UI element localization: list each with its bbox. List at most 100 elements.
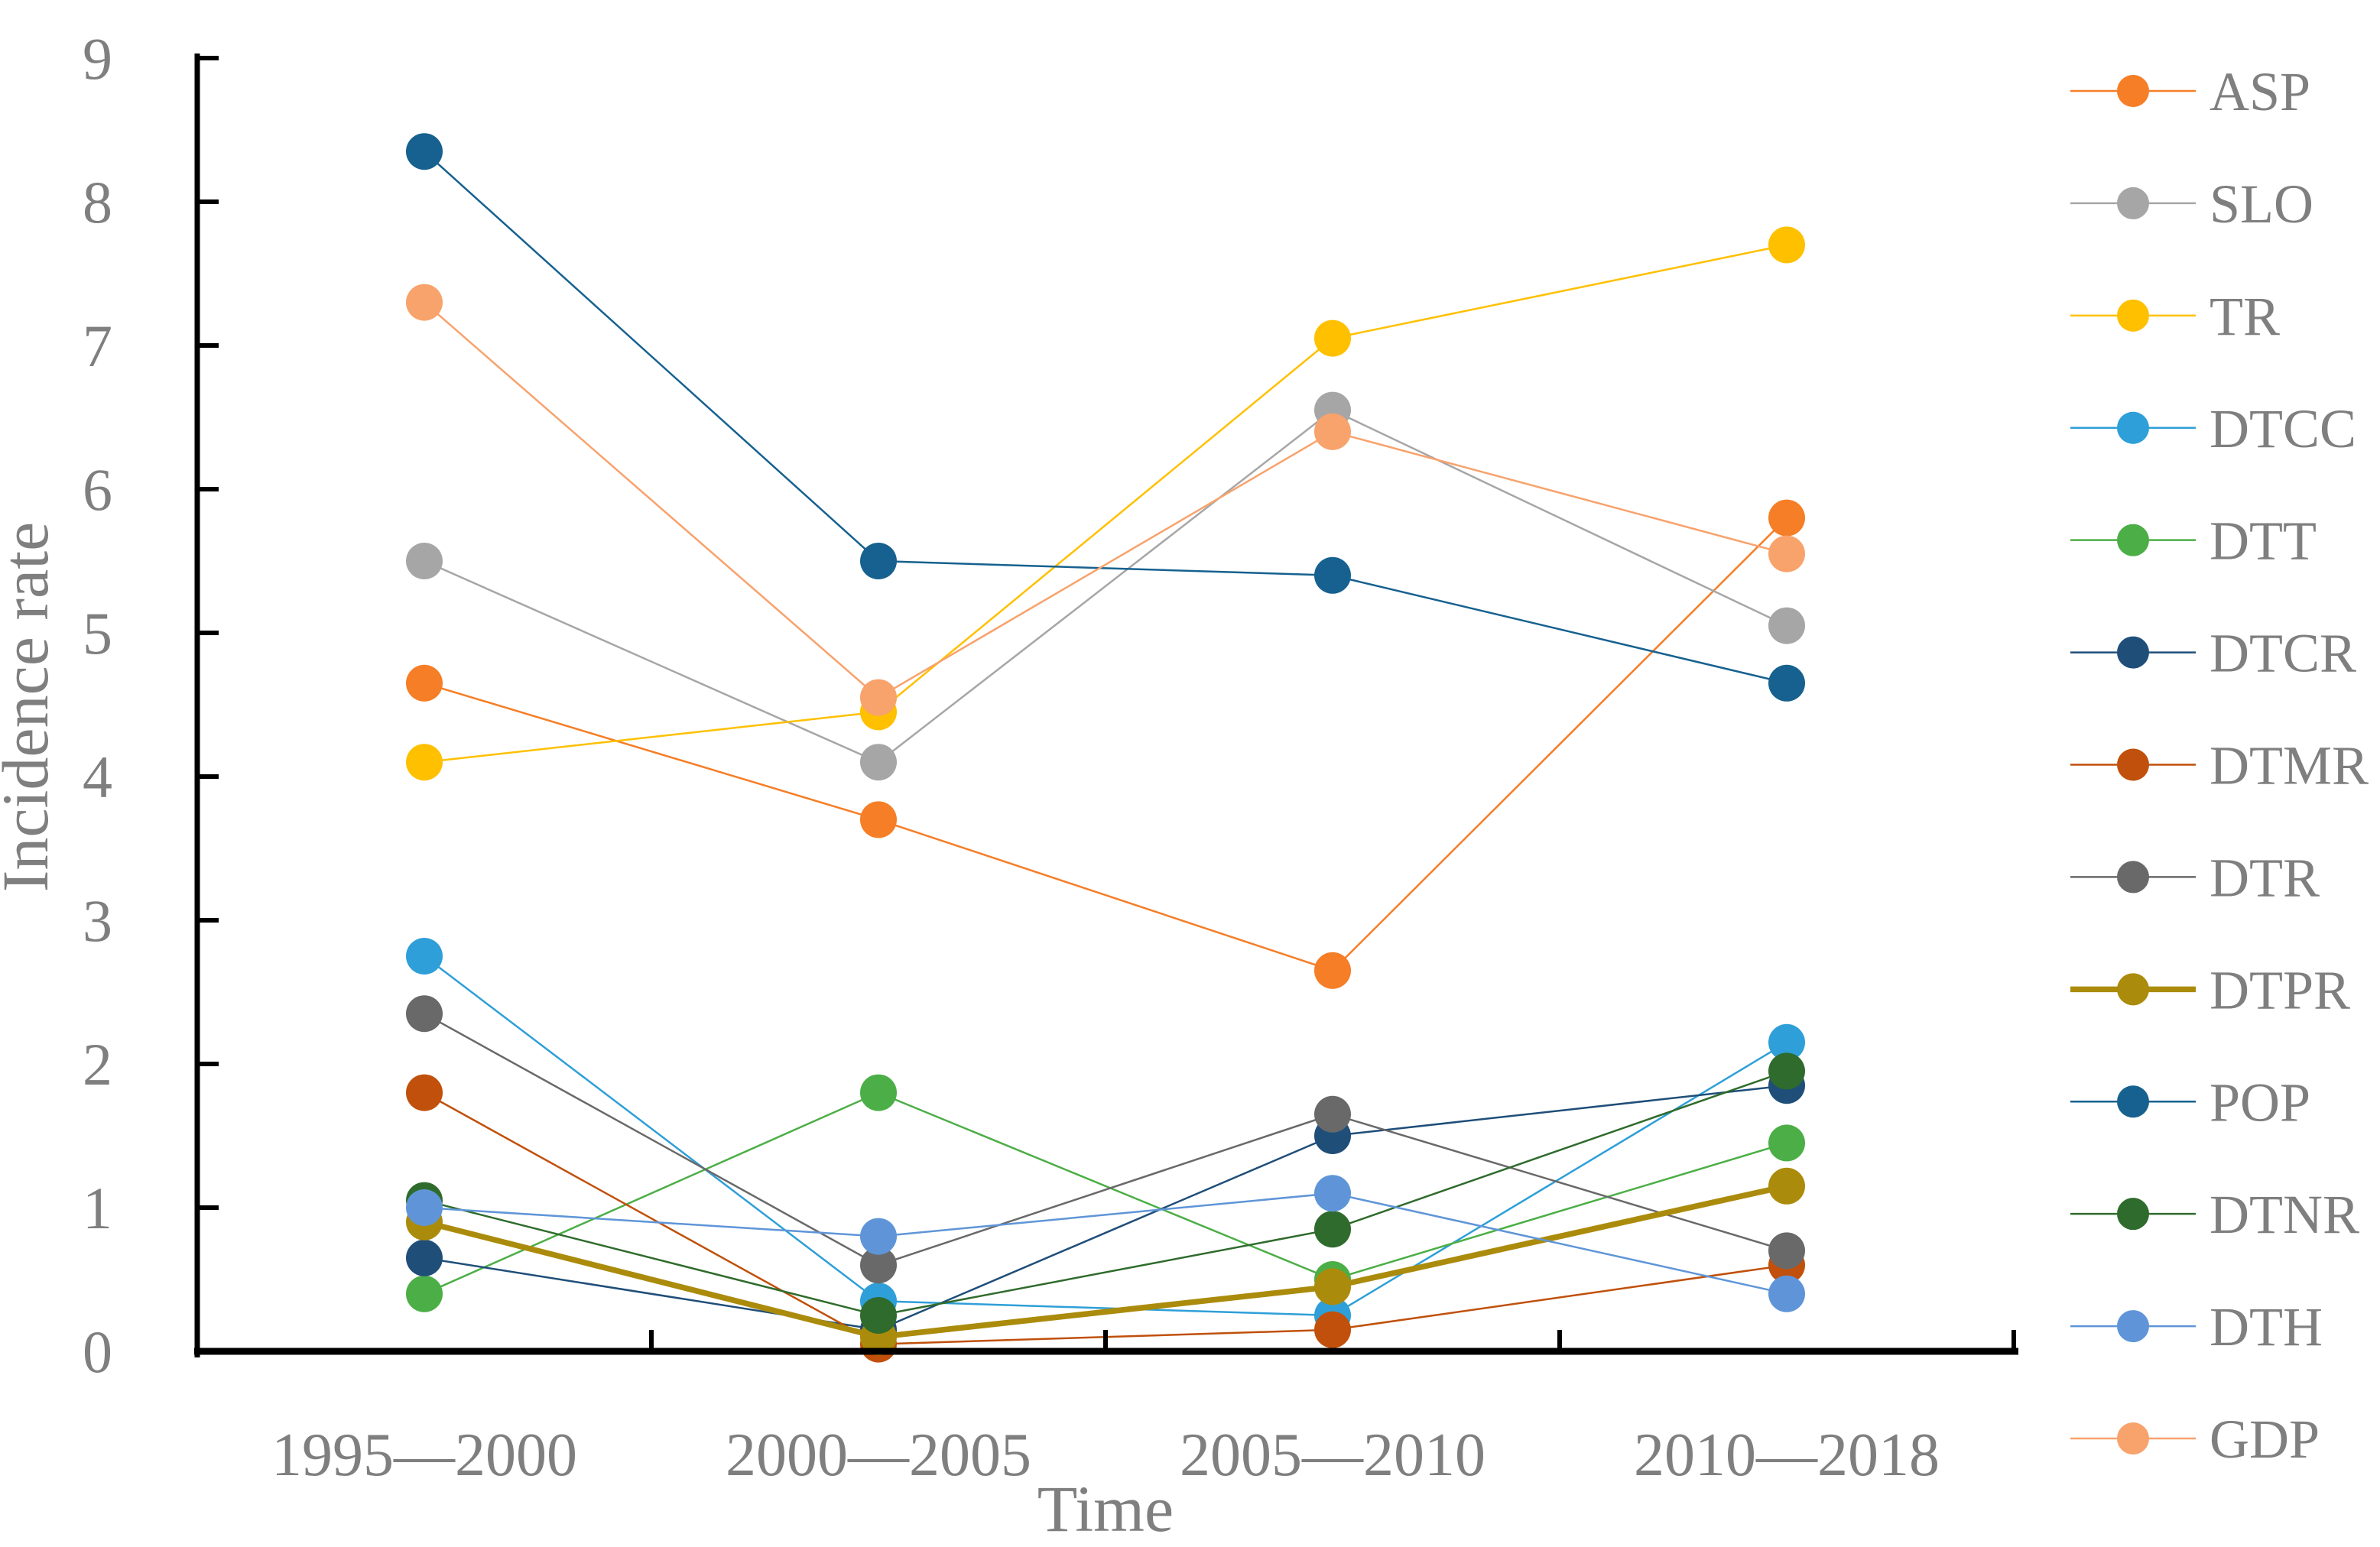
legend-label-TR: TR (2210, 286, 2280, 347)
data-point-DTH (406, 1189, 443, 1226)
data-point-DTPR (1768, 1167, 1805, 1205)
data-point-ASP (1314, 952, 1351, 989)
series-line-GDP (424, 301, 1787, 699)
x-tick-label: 2000—2005 (726, 1422, 1031, 1489)
series-TR (406, 226, 1805, 781)
y-tick-label: 5 (83, 600, 112, 666)
legend-item-TR: TR (2070, 286, 2280, 347)
y-tick-label: 6 (83, 456, 112, 523)
data-point-ASP (1768, 499, 1805, 537)
data-point-DTR (406, 995, 443, 1033)
legend-label-POP: POP (2210, 1072, 2310, 1133)
data-point-DTNR (860, 1297, 897, 1334)
legend-item-DTR: DTR (2070, 847, 2320, 908)
data-point-DTCC (406, 938, 443, 975)
data-point-ASP (860, 801, 897, 838)
legend-marker-DTPR (2117, 973, 2149, 1006)
series-line-TR (424, 244, 1787, 764)
data-point-DTH (860, 1218, 897, 1255)
series-POP (406, 133, 1805, 702)
legend-item-POP: POP (2070, 1072, 2310, 1133)
legend-label-ASP: ASP (2210, 61, 2310, 122)
data-point-DTR (860, 1247, 897, 1284)
legend-marker-DTT (2117, 524, 2149, 556)
y-tick-label: 3 (83, 887, 112, 954)
legend-label-DTPR: DTPR (2210, 959, 2350, 1020)
data-point-DTT (406, 1275, 443, 1312)
legend-marker-POP (2117, 1085, 2149, 1118)
data-point-DTMR (406, 1074, 443, 1111)
data-point-POP (406, 133, 443, 170)
data-point-TR (1768, 226, 1805, 264)
data-point-GDP (1768, 535, 1805, 572)
tick-labels-layer: 0 1 2 3 4 5 6 7 8 9 1995—2000 2000—2005 2005—2010 201… (83, 25, 1940, 1489)
legend-item-DTPR: DTPR (2070, 959, 2350, 1020)
y-tick-label: 9 (83, 25, 112, 92)
data-point-POP (1314, 556, 1351, 594)
legend-marker-DTNR (2117, 1198, 2149, 1231)
legend-marker-TR (2117, 299, 2149, 332)
series-line-DTMR (424, 1091, 1787, 1345)
series-line-DTT (424, 1091, 1787, 1295)
series-ASP (406, 499, 1805, 989)
legend-item-DTH: DTH (2070, 1296, 2323, 1357)
data-point-SLO (860, 744, 897, 781)
legend-marker-DTMR (2117, 748, 2149, 781)
data-point-ASP (406, 664, 443, 702)
data-point-TR (1314, 319, 1351, 357)
series-DTCC (406, 938, 1805, 1334)
series-DTCR (406, 1067, 1805, 1348)
legend-marker-DTCC (2117, 411, 2149, 444)
data-point-TR (406, 744, 443, 781)
series-layer (406, 133, 1805, 1363)
legend-label-DTR: DTR (2210, 847, 2320, 908)
legend-item-DTNR: DTNR (2070, 1184, 2359, 1245)
data-point-DTPR (1314, 1268, 1351, 1305)
legend-marker-GDP (2117, 1422, 2149, 1455)
data-point-DTT (1768, 1124, 1805, 1162)
series-line-DTCC (424, 955, 1787, 1317)
legend-marker-SLO (2117, 186, 2149, 219)
legend-item-SLO: SLO (2070, 174, 2313, 235)
data-point-POP (860, 543, 897, 579)
series-DTMR (406, 1074, 1805, 1363)
legend-marker-DTH (2117, 1310, 2149, 1343)
legend-label-DTCR: DTCR (2210, 623, 2356, 684)
series-line-DTPR (424, 1183, 1787, 1340)
y-tick-label: 0 (83, 1318, 112, 1385)
series-GDP (406, 284, 1805, 716)
data-point-DTNR (1768, 1052, 1805, 1090)
data-point-DTMR (1314, 1311, 1351, 1348)
legend-marker-DTR (2117, 861, 2149, 893)
data-point-DTR (1314, 1095, 1351, 1133)
data-point-GDP (406, 284, 443, 321)
legend-item-ASP: ASP (2070, 61, 2310, 122)
data-point-GDP (860, 679, 897, 716)
legend-label-DTMR: DTMR (2210, 735, 2369, 796)
legend-item-DTMR: DTMR (2070, 735, 2369, 796)
series-line-DTH (424, 1192, 1787, 1296)
x-tick-label: 2005—2010 (1180, 1422, 1485, 1489)
y-tick-label: 2 (83, 1031, 112, 1098)
series-line-DTCR (424, 1084, 1787, 1331)
y-tick-label: 8 (83, 169, 112, 235)
data-point-DTT (860, 1074, 897, 1111)
legend: ASP SLO TR DTCC DTT DTCR DTMR DTR DTPR POP DTNR DTH… (2070, 61, 2369, 1470)
series-DTR (406, 995, 1805, 1284)
series-line-SLO (424, 409, 1787, 764)
y-axis-title: Incidence rate (0, 522, 62, 893)
series-line-DTNR (424, 1070, 1787, 1317)
legend-label-SLO: SLO (2210, 174, 2313, 235)
data-point-SLO (1768, 607, 1805, 644)
series-line-DTR (424, 1013, 1787, 1266)
data-point-DTCC (1768, 1023, 1805, 1061)
data-point-DTR (1768, 1232, 1805, 1270)
y-tick-label: 7 (83, 313, 112, 379)
data-point-POP (1768, 664, 1805, 702)
legend-marker-ASP (2117, 75, 2149, 107)
series-DTH (406, 1175, 1805, 1312)
legend-label-DTH: DTH (2210, 1296, 2323, 1357)
data-point-DTH (1314, 1175, 1351, 1212)
